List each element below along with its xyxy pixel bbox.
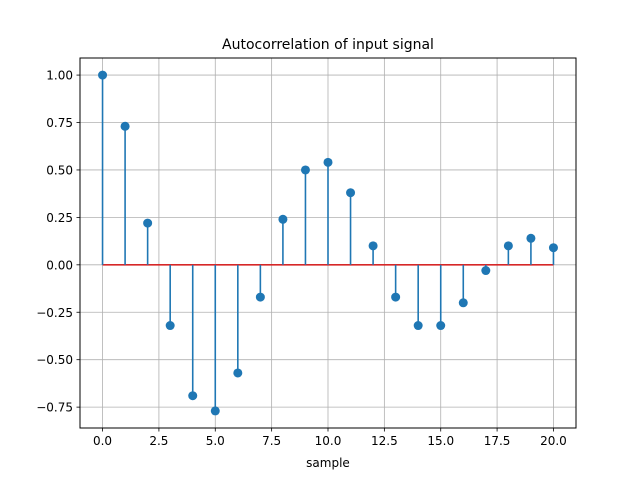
- x-tick-label: 7.5: [262, 434, 281, 448]
- y-tick-label: −0.75: [36, 401, 73, 415]
- stem-marker: [346, 188, 356, 198]
- x-tick-label: 15.0: [427, 434, 454, 448]
- stem-marker: [368, 241, 378, 251]
- y-tick-label: 0.50: [46, 163, 73, 177]
- stem-marker: [323, 157, 333, 167]
- x-tick-label: 20.0: [540, 434, 567, 448]
- x-tick-label: 0.0: [93, 434, 112, 448]
- stem-marker: [98, 70, 108, 80]
- y-tick-label: 0.25: [46, 211, 73, 225]
- x-axis-ticks: 0.0 2.5 5.0 7.5 10.0 12.5 15.0 17.5 20.0: [93, 428, 567, 448]
- stem-marker: [165, 321, 175, 331]
- x-tick-label: 17.5: [484, 434, 511, 448]
- x-axis-label: sample: [306, 456, 350, 470]
- stem-marker: [458, 298, 468, 308]
- x-tick-label: 5.0: [206, 434, 225, 448]
- stem-marker: [413, 321, 423, 331]
- stem-marker: [548, 243, 558, 253]
- stem-marker: [210, 406, 220, 416]
- stem-marker: [503, 241, 513, 251]
- x-tick-label: 2.5: [149, 434, 168, 448]
- x-tick-label: 10.0: [315, 434, 342, 448]
- stem-marker: [391, 292, 401, 302]
- stem-marker: [278, 214, 288, 224]
- stem-marker: [120, 121, 130, 131]
- stem-marker: [436, 321, 446, 331]
- y-tick-label: 1.00: [46, 69, 73, 83]
- stem-marker: [526, 233, 536, 243]
- y-tick-label: 0.75: [46, 116, 73, 130]
- stem-marker: [481, 266, 491, 276]
- y-tick-label: −0.25: [36, 306, 73, 320]
- stem-marker: [300, 165, 310, 175]
- stem-marker: [255, 292, 265, 302]
- stem-marker: [188, 391, 198, 401]
- y-axis-ticks: 1.00 0.75 0.50 0.25 0.00 −0.25 −0.50 −0.75: [36, 69, 80, 415]
- x-tick-label: 12.5: [371, 434, 398, 448]
- stem-marker: [233, 368, 243, 378]
- y-tick-label: 0.00: [46, 258, 73, 272]
- y-tick-label: −0.50: [36, 353, 73, 367]
- markers: [98, 70, 558, 416]
- chart-title: Autocorrelation of input signal: [222, 37, 434, 53]
- stem-marker: [143, 218, 153, 228]
